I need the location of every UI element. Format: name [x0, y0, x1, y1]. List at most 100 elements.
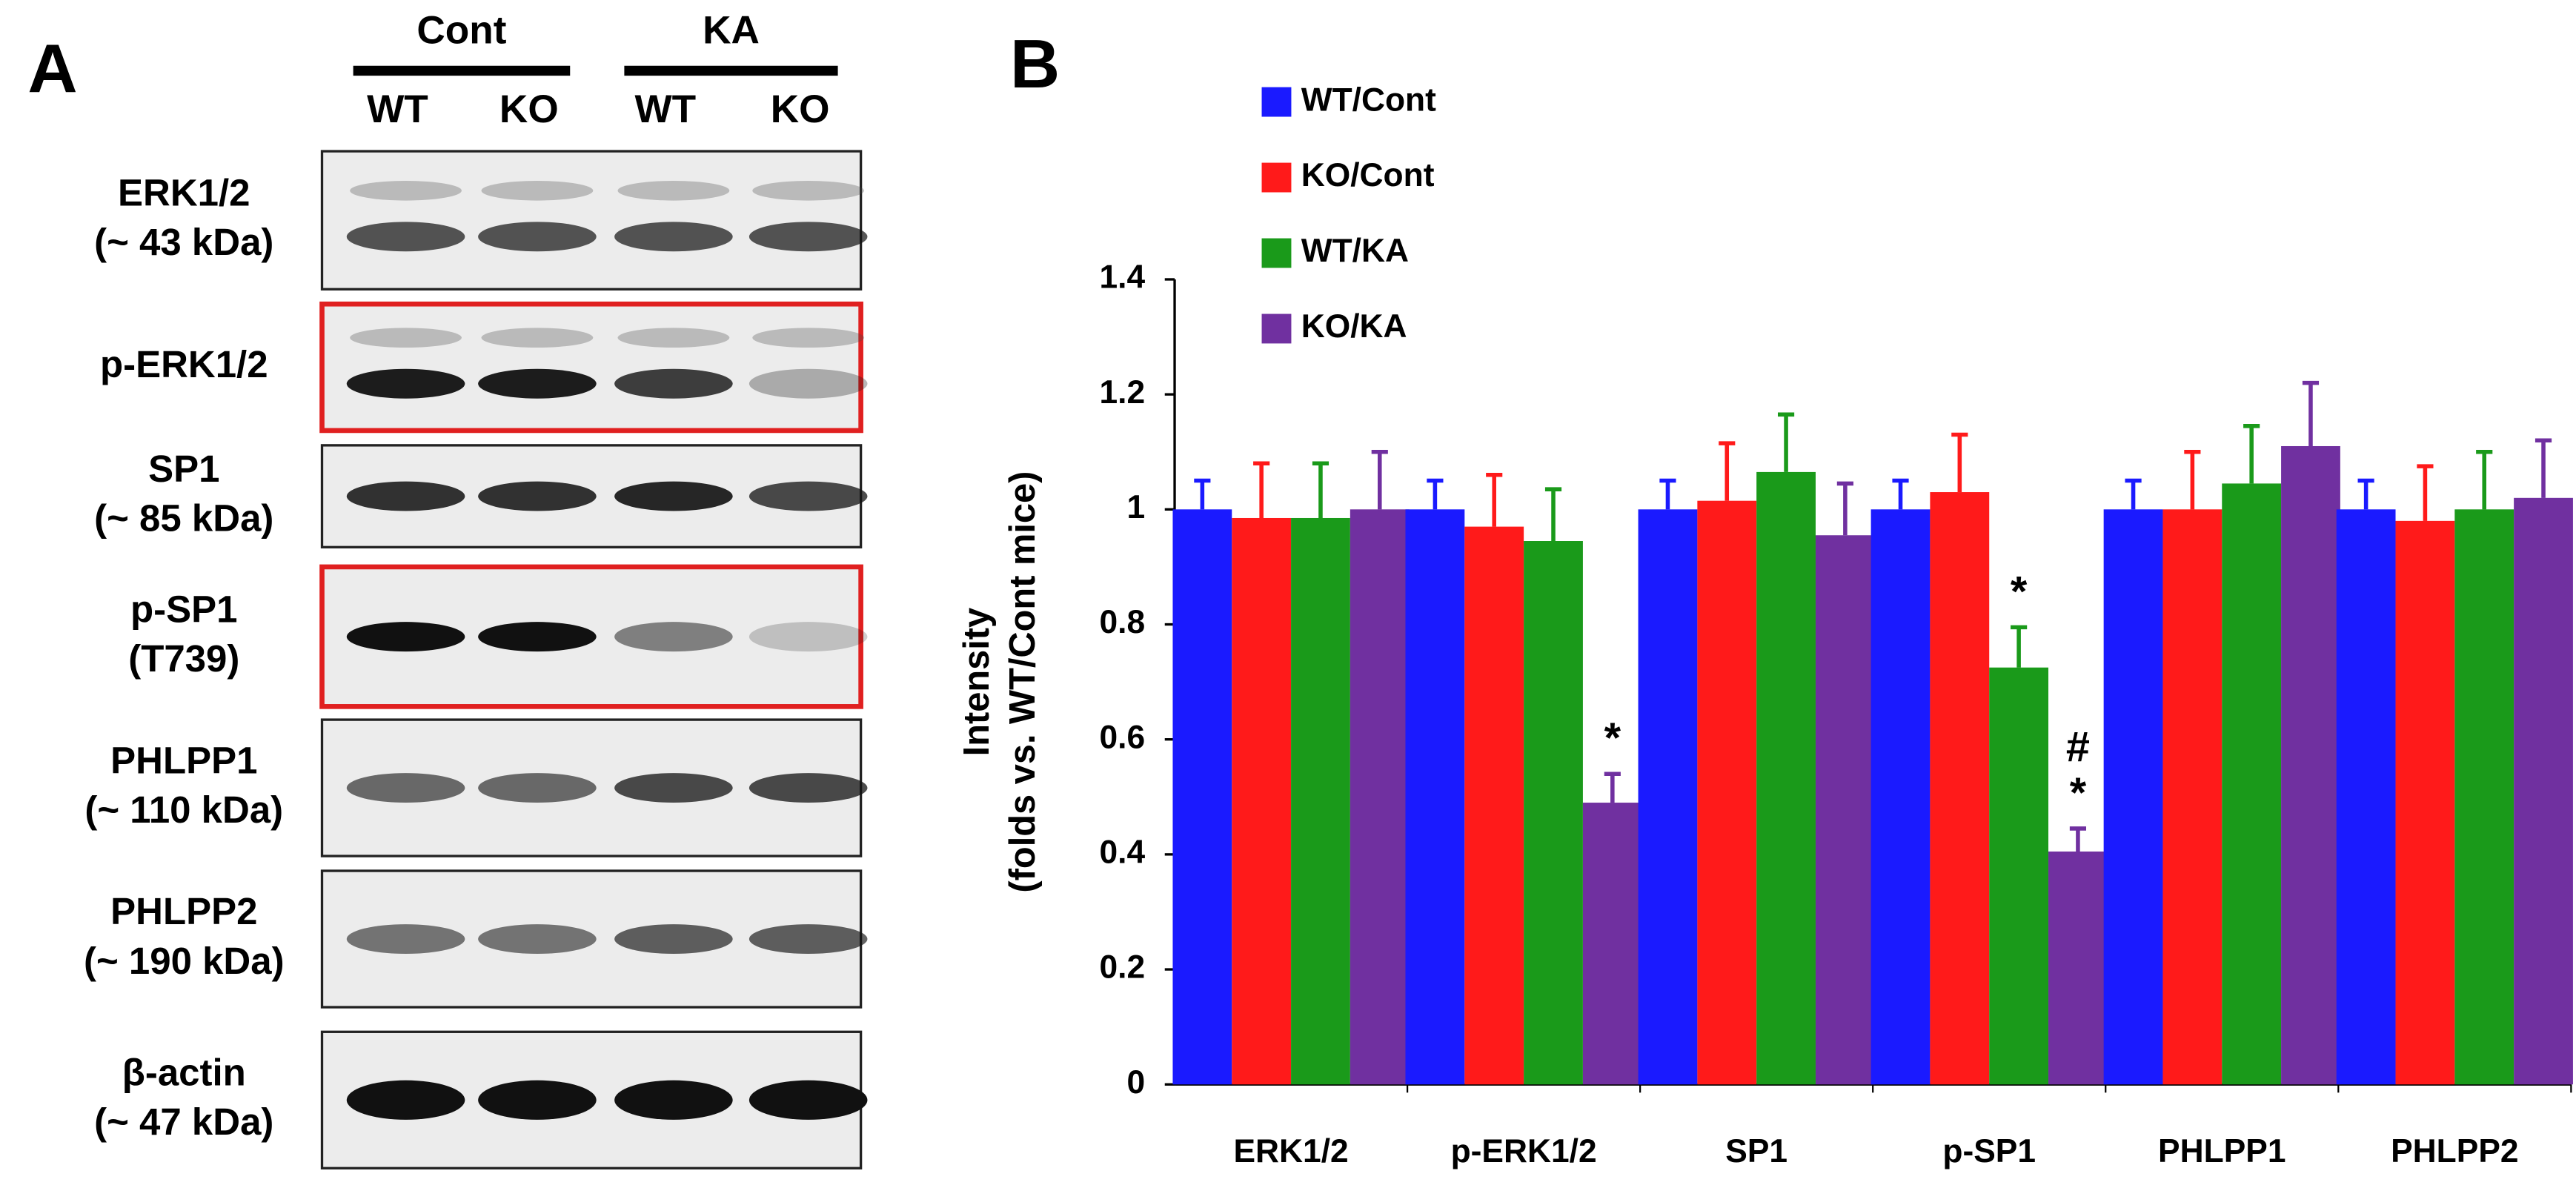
protein-size: (~ 110 kDa): [84, 789, 283, 831]
protein-size: (~ 47 kDa): [94, 1101, 273, 1143]
blot-band: [478, 924, 597, 954]
significance-mark: *: [1604, 714, 1621, 762]
blot-band: [478, 222, 597, 252]
blot-band: [752, 328, 865, 348]
blot-band: [617, 180, 730, 201]
protein-label: β-actin: [122, 1052, 246, 1094]
bar: [1756, 471, 1816, 1085]
y-axis-label: Intensity: [957, 608, 997, 757]
bar: [2514, 497, 2573, 1085]
blot-band: [478, 773, 597, 803]
y-tick-label: 1.4: [1100, 259, 1146, 296]
bar: [1172, 509, 1232, 1085]
y-tick-label: 0.6: [1100, 719, 1146, 755]
legend-swatch: [1261, 238, 1292, 268]
blot-box: [320, 150, 863, 291]
legend-label: WT/KA: [1301, 233, 1409, 269]
blot-band: [614, 773, 733, 803]
protein-size: (~ 190 kDa): [84, 940, 285, 982]
protein-label: SP1: [148, 448, 219, 490]
significance-mark: *: [2070, 769, 2087, 817]
bar: [1989, 667, 2049, 1085]
bar: [1291, 517, 1350, 1085]
bar: [1697, 500, 1757, 1085]
y-tick-label: 0.2: [1100, 949, 1146, 986]
y-tick-label: 1: [1126, 489, 1145, 525]
lane-label: KO: [771, 87, 830, 131]
blot-band: [478, 622, 597, 652]
blot-band: [614, 622, 733, 652]
blot-band: [614, 368, 733, 399]
blot-band: [748, 773, 868, 803]
bar: [2336, 509, 2396, 1085]
bar: [1232, 517, 1292, 1085]
bar: [2103, 509, 2163, 1085]
x-tick-label: PHLPP1: [2158, 1133, 2285, 1169]
significance-mark: #: [2066, 723, 2090, 771]
blot-band: [748, 1080, 868, 1120]
lane-label: WT: [367, 87, 428, 131]
bar: [2162, 509, 2223, 1085]
protein-label: ERK1/2: [118, 171, 250, 213]
bar: [1405, 509, 1465, 1085]
y-axis-label: (folds vs. WT/Cont mice): [1003, 471, 1043, 893]
bar: [2454, 509, 2514, 1085]
blot-band: [346, 1080, 465, 1120]
blot-band: [346, 368, 465, 399]
bar: [1815, 535, 1875, 1085]
x-tick-label: ERK1/2: [1233, 1133, 1348, 1169]
blot-band: [748, 368, 868, 399]
blot-band: [346, 924, 465, 954]
blot-band: [478, 368, 597, 399]
panel-label: B: [1010, 25, 1060, 102]
lane-label: KO: [499, 87, 559, 131]
legend-swatch: [1261, 313, 1292, 344]
blot-band: [346, 622, 465, 652]
group-label: KA: [703, 8, 760, 52]
bar: [1350, 509, 1410, 1085]
blot-band: [748, 481, 868, 511]
blot-band: [614, 222, 733, 252]
legend-label: WT/Cont: [1301, 82, 1436, 118]
legend-label: KO/KA: [1301, 308, 1407, 345]
x-tick-label: p-SP1: [1942, 1133, 2036, 1169]
lane-label: WT: [634, 87, 696, 131]
protein-size: (~ 85 kDa): [94, 497, 273, 539]
y-tick-label: 1.2: [1100, 374, 1146, 411]
blot-band: [481, 180, 594, 201]
blot-band: [481, 328, 594, 348]
legend-swatch: [1261, 162, 1292, 193]
blot-box: [319, 301, 863, 434]
protein-label: p-SP1: [130, 588, 237, 630]
bar: [2222, 483, 2282, 1085]
protein-size: (T739): [128, 637, 239, 680]
bar: [1638, 509, 1698, 1085]
blot-band: [346, 222, 465, 252]
blot-band: [346, 481, 465, 511]
blot-band: [614, 1080, 733, 1120]
blot-band: [350, 328, 462, 348]
bar: [1524, 541, 1583, 1085]
protein-label: PHLPP1: [110, 739, 257, 781]
blot-band: [748, 622, 868, 652]
legend-label: KO/Cont: [1301, 157, 1435, 193]
y-tick-label: 0.8: [1100, 604, 1146, 640]
blot-band: [478, 1080, 597, 1120]
y-tick-label: 0.4: [1100, 834, 1146, 871]
blot-band: [752, 180, 865, 201]
significance-mark: *: [2011, 568, 2028, 615]
bar: [1582, 803, 1642, 1085]
blot-band: [478, 481, 597, 511]
x-tick-label: PHLPP2: [2391, 1133, 2518, 1169]
blot-band: [614, 924, 733, 954]
protein-label: PHLPP2: [110, 890, 257, 932]
bar: [2395, 520, 2455, 1085]
blot-band: [346, 773, 465, 803]
legend-swatch: [1261, 87, 1292, 117]
bar: [2048, 851, 2108, 1085]
blot-band: [617, 328, 730, 348]
x-tick-label: SP1: [1725, 1133, 1787, 1169]
blot-band: [748, 924, 868, 954]
